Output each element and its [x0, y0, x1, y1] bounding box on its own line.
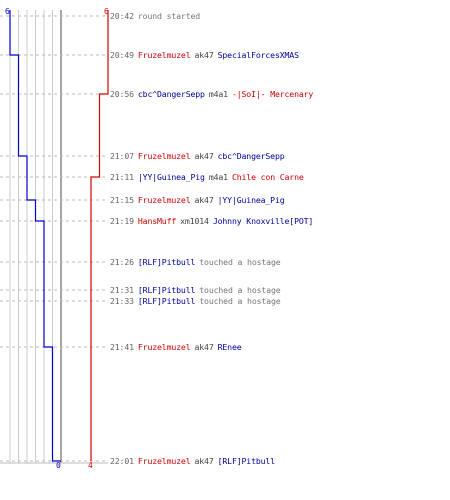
- event-text: touched a hostage: [199, 285, 281, 295]
- weapon-name: ak47: [194, 151, 214, 161]
- event-time: 21:07: [110, 151, 134, 161]
- event-row: 21:07 Fruzelmuzel ak47 cbc^DangerSepp: [110, 150, 289, 162]
- event-row: 21:19 HansMuff xm1014 Johnny Knoxville[POT]: [110, 215, 317, 227]
- player-name: [RLF]Pitbull: [137, 296, 196, 306]
- event-time: 21:26: [110, 257, 134, 267]
- event-time: 21:31: [110, 285, 134, 295]
- weapon-name: m4a1: [208, 172, 228, 182]
- event-time: 20:49: [110, 50, 134, 60]
- event-row: 20:42 round started: [110, 10, 204, 22]
- weapon-name: ak47: [194, 456, 214, 466]
- team-a-end-score: 0: [56, 461, 61, 470]
- event-time: 20:56: [110, 89, 134, 99]
- event-time: 21:41: [110, 342, 134, 352]
- event-text: touched a hostage: [199, 257, 281, 267]
- killer-name: Fruzelmuzel: [137, 342, 191, 352]
- weapon-name: ak47: [194, 50, 214, 60]
- team-a-start-score: 6: [5, 7, 10, 16]
- event-time: 21:15: [110, 195, 134, 205]
- weapon-name: ak47: [194, 342, 214, 352]
- event-row: 20:56 cbc^DangerSepp m4a1 -|SoI|- Mercenary: [110, 88, 317, 100]
- event-row: 21:41 Fruzelmuzel ak47 REnee: [110, 341, 246, 353]
- event-row: 22:01 Fruzelmuzel ak47 [RLF]Pitbull: [110, 455, 279, 467]
- player-name: [RLF]Pitbull: [137, 285, 196, 295]
- victim-name: Chile con Carne: [231, 172, 304, 182]
- event-row: 20:49 Fruzelmuzel ak47 SpecialForcesXMAS: [110, 49, 303, 61]
- event-row: 21:26 [RLF]Pitbull touched a hostage: [110, 256, 285, 268]
- weapon-name: xm1014: [180, 216, 209, 226]
- alive-count-graph: 6 6 0 4: [0, 7, 109, 470]
- weapon-name: ak47: [194, 195, 214, 205]
- victim-name: -|SoI|- Mercenary: [231, 89, 314, 99]
- killer-name: HansMuff: [137, 216, 177, 226]
- event-row: 21:11 |YY|Guinea_Pig m4a1 Chile con Carne: [110, 171, 308, 183]
- team-b-start-score: 6: [104, 7, 109, 16]
- event-time: 22:01: [110, 456, 134, 466]
- killer-name: Fruzelmuzel: [137, 195, 191, 205]
- event-text: round started: [137, 11, 201, 21]
- event-time: 21:33: [110, 296, 134, 306]
- victim-name: SpecialForcesXMAS: [217, 50, 299, 60]
- killer-name: Fruzelmuzel: [137, 456, 191, 466]
- victim-name: [RLF]Pitbull: [217, 456, 276, 466]
- event-time: 21:11: [110, 172, 134, 182]
- victim-name: cbc^DangerSepp: [217, 151, 285, 161]
- team-a-alive-line: [9, 10, 61, 462]
- team-b-alive-line: [90, 10, 109, 461]
- killer-name: |YY|Guinea_Pig: [137, 172, 205, 182]
- killer-name: cbc^DangerSepp: [137, 89, 205, 99]
- victim-name: Johnny Knoxville[POT]: [212, 216, 314, 226]
- victim-name: |YY|Guinea_Pig: [217, 195, 285, 205]
- killer-name: Fruzelmuzel: [137, 151, 191, 161]
- event-row: 21:15 Fruzelmuzel ak47 |YY|Guinea_Pig: [110, 194, 289, 206]
- player-name: [RLF]Pitbull: [137, 257, 196, 267]
- team-b-end-score: 4: [88, 461, 93, 470]
- event-time: 20:42: [110, 11, 134, 21]
- weapon-name: m4a1: [208, 89, 228, 99]
- victim-name: REnee: [217, 342, 242, 352]
- event-text: touched a hostage: [199, 296, 281, 306]
- event-row: 21:31 [RLF]Pitbull touched a hostage: [110, 284, 285, 296]
- killer-name: Fruzelmuzel: [137, 50, 191, 60]
- event-row: 21:33 [RLF]Pitbull touched a hostage: [110, 295, 285, 307]
- event-time: 21:19: [110, 216, 134, 226]
